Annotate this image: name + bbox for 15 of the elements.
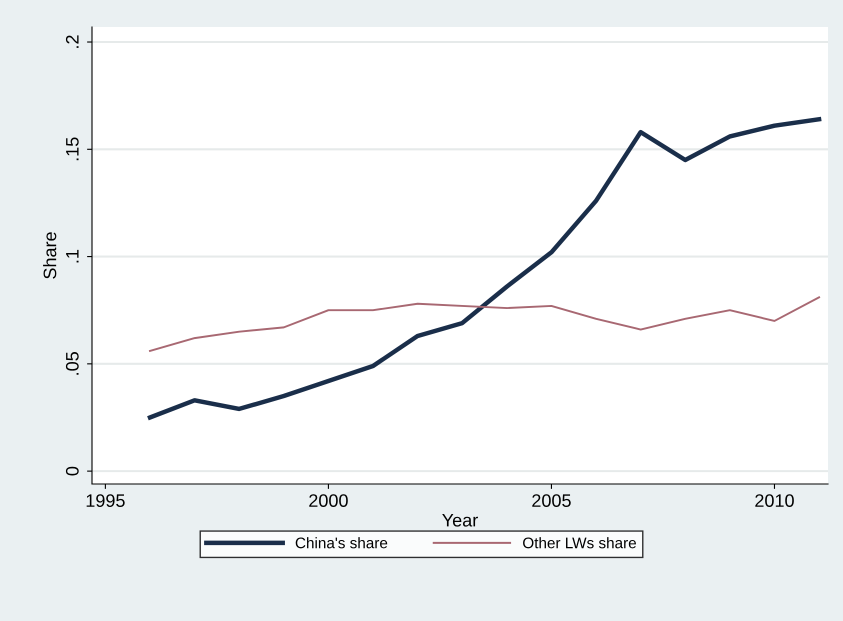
y-tick-label: .05 bbox=[66, 352, 79, 375]
legend-label: Other LWs share bbox=[523, 537, 636, 548]
x-tick-label: 2000 bbox=[309, 494, 348, 507]
line-series bbox=[149, 296, 820, 352]
y-tick-label: .15 bbox=[66, 138, 79, 160]
x-axis-title: Year bbox=[442, 514, 478, 527]
y-axis-title: Share bbox=[43, 232, 56, 279]
y-tick-label: .2 bbox=[66, 35, 79, 48]
y-tick-label: .1 bbox=[66, 250, 79, 262]
x-tick-label: 1995 bbox=[86, 494, 125, 507]
y-tick-label: 0 bbox=[66, 466, 79, 476]
legend-label: China's share bbox=[296, 537, 388, 548]
line-series bbox=[148, 117, 822, 420]
x-tick-label: 2010 bbox=[755, 494, 794, 507]
x-tick-label: 2005 bbox=[532, 494, 571, 507]
